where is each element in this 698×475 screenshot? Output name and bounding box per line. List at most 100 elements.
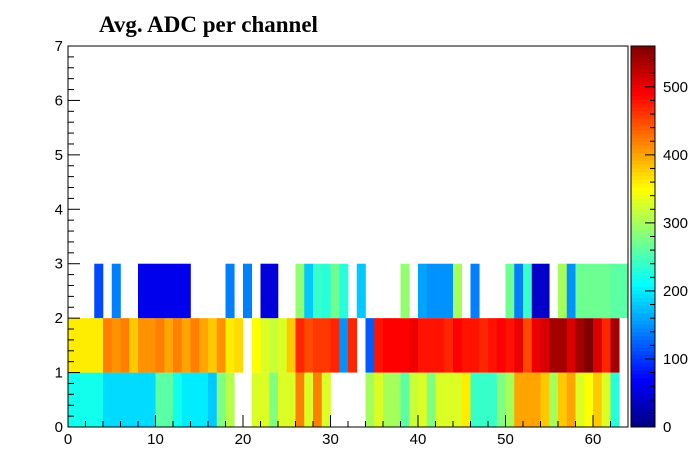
heatmap-cell xyxy=(374,318,384,373)
heatmap-cell xyxy=(400,372,410,427)
heatmap-cell xyxy=(488,372,498,427)
heatmap-cell xyxy=(321,263,331,319)
heatmap-cell xyxy=(190,372,200,427)
colorbar-tick-label: 400 xyxy=(663,147,688,164)
y-tick-label: 0 xyxy=(55,419,63,436)
colorbar-swatch xyxy=(631,141,655,146)
colorbar-swatch xyxy=(631,240,655,245)
heatmap-cell xyxy=(418,263,428,319)
colorbar-swatch xyxy=(631,179,655,184)
heatmap-cell xyxy=(531,263,541,319)
heatmap-cell xyxy=(566,263,576,319)
heatmap-cell xyxy=(601,263,611,319)
colorbar-swatch xyxy=(631,198,655,203)
heatmap-cell xyxy=(549,372,559,427)
y-tick-label: 1 xyxy=(55,365,63,382)
heatmap-cell xyxy=(269,263,279,319)
colorbar-swatch xyxy=(631,49,655,55)
colorbar-swatch xyxy=(631,388,655,394)
colorbar-swatch xyxy=(631,381,655,386)
x-tick-label: 10 xyxy=(147,431,164,448)
heatmap-cell xyxy=(304,372,314,427)
heatmap-cell xyxy=(68,318,78,373)
heatmap-cell xyxy=(225,318,235,373)
heatmap-cell xyxy=(260,318,270,373)
x-tick-label: 60 xyxy=(585,431,602,448)
heatmap-cell xyxy=(593,318,603,373)
colorbar-swatch xyxy=(631,358,655,363)
colorbar-swatch xyxy=(631,324,655,329)
heatmap-cell xyxy=(155,372,165,427)
colorbar-swatch xyxy=(631,46,655,51)
heatmap-cell xyxy=(173,372,183,427)
heatmap-cell xyxy=(339,263,349,319)
heatmap-cell xyxy=(549,318,559,373)
heatmap-cell xyxy=(199,318,209,373)
colorbar-swatch xyxy=(631,308,655,314)
heatmap-cell xyxy=(164,318,174,373)
heatmap-cell xyxy=(286,318,296,373)
heatmap-cell xyxy=(181,263,191,319)
colorbar-swatch xyxy=(631,84,655,89)
heatmap-cell xyxy=(120,372,130,427)
heatmap-cell xyxy=(111,372,121,427)
colorbar-swatch xyxy=(631,171,655,177)
chart-title: Avg. ADC per channel xyxy=(99,12,318,37)
colorbar-swatch xyxy=(631,251,655,257)
heatmap-cell xyxy=(173,263,183,319)
heatmap-cell xyxy=(76,372,86,427)
heatmap-cell xyxy=(164,372,174,427)
colorbar-swatch xyxy=(631,331,655,337)
heatmap-cell xyxy=(85,318,95,373)
x-tick-label: 20 xyxy=(235,431,252,448)
heatmap-cell xyxy=(129,372,139,427)
heatmap-cell xyxy=(575,372,585,427)
colorbar-swatch xyxy=(631,129,655,135)
heatmap-cell xyxy=(435,263,445,319)
heatmap-cell xyxy=(68,372,78,427)
heatmap-cell xyxy=(496,372,506,427)
heatmap-cell xyxy=(514,318,524,373)
heatmap-cell xyxy=(531,318,541,373)
colorbar-swatch xyxy=(631,407,655,413)
heatmap-cell xyxy=(601,318,611,373)
heatmap-cell xyxy=(470,263,480,319)
colorbar-swatch xyxy=(631,316,655,321)
colorbar-swatch xyxy=(631,137,655,142)
heatmap-cell xyxy=(146,263,156,319)
y-tick-label: 3 xyxy=(55,256,63,273)
colorbar-swatch xyxy=(631,164,655,169)
heatmap-cell xyxy=(479,318,489,373)
colorbar-swatch xyxy=(631,411,655,417)
colorbar-swatch xyxy=(631,156,655,161)
heatmap-cell xyxy=(418,372,428,427)
heatmap-cell xyxy=(461,372,471,427)
colorbar-swatch xyxy=(631,209,655,215)
colorbar-swatch xyxy=(631,419,655,424)
colorbar-swatch xyxy=(631,400,655,405)
heatmap-cell xyxy=(76,318,86,373)
heatmap-cell xyxy=(593,263,603,319)
heatmap-cell xyxy=(225,372,235,427)
x-tick-label: 50 xyxy=(497,431,514,448)
heatmap-cell xyxy=(94,263,104,319)
heatmap-cell xyxy=(278,318,288,373)
heatmap-cell xyxy=(216,318,226,373)
heatmap-cell xyxy=(304,263,314,319)
colorbar-swatch xyxy=(631,392,655,398)
colorbar-swatch xyxy=(631,362,655,367)
colorbar-swatch xyxy=(631,274,655,279)
heatmap-cell xyxy=(365,372,375,427)
colorbar-swatch xyxy=(631,244,655,249)
colorbar-swatch xyxy=(631,167,655,173)
colorbar-swatch xyxy=(631,122,655,127)
heatmap-cell xyxy=(155,263,165,319)
heatmap-cell xyxy=(610,318,620,373)
colorbar-swatch xyxy=(631,346,655,352)
colorbar-swatch xyxy=(631,343,655,348)
colorbar-swatch xyxy=(631,297,655,302)
colorbar-swatch xyxy=(631,110,655,116)
colorbar-swatch xyxy=(631,350,655,356)
y-tick-label: 4 xyxy=(55,201,63,218)
y-tick-label: 6 xyxy=(55,92,63,109)
